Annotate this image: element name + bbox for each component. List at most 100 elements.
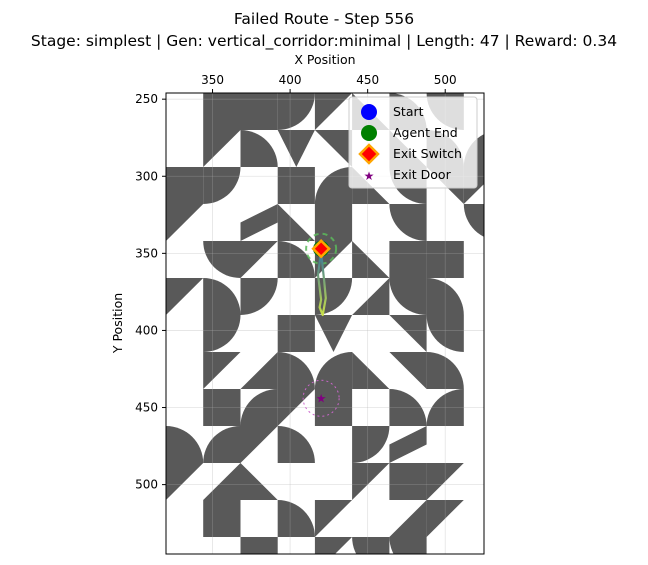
route-marks: ★ (302, 232, 340, 417)
maze-wall-tile (538, 204, 575, 241)
maze-wall-tile (277, 389, 315, 426)
maze-wall-tile (314, 315, 353, 352)
maze-wall-tile (389, 500, 427, 537)
maze-wall-tile (203, 425, 241, 463)
maze-wall-tile (426, 278, 464, 315)
maze-wall-tile (426, 241, 464, 278)
legend-frame (348, 96, 478, 189)
maze-wall-tile (426, 352, 464, 389)
maze-wall-tile (166, 278, 204, 315)
maze-wall-tile (576, 463, 613, 500)
maze-wall-tile (576, 130, 613, 167)
maze-wall-tile (389, 537, 427, 554)
maze-wall-tile (389, 463, 427, 500)
maze-wall-tile (613, 241, 648, 278)
legend-exit-door-marker: ★ (364, 169, 375, 183)
agent-path (316, 247, 327, 317)
legend-exit-switch-label: Exit Switch (393, 146, 462, 161)
maze-wall-tile (613, 93, 648, 130)
maze-wall-tile (240, 130, 278, 167)
maze-wall-tile (240, 241, 278, 278)
maze-wall-tile (166, 204, 204, 241)
maze-wall-tile (352, 241, 390, 278)
maze-wall-tile (426, 463, 464, 500)
maze-wall-tile (277, 352, 315, 389)
maze-wall-tile (389, 315, 427, 352)
maze-wall-tile (203, 389, 241, 426)
maze-wall-tile (240, 426, 278, 463)
legend-agent-end-label: Agent End (393, 125, 458, 140)
maze-wall-tile (576, 278, 613, 315)
maze-wall-tile (389, 204, 427, 242)
maze-wall-tile (576, 315, 613, 352)
x-tick-label: 350 (201, 73, 224, 87)
y-tick-label: 300 (135, 169, 158, 183)
y-axis-ticks: 250 300 350 400 450 500 (135, 92, 166, 492)
maze-wall-tile (538, 426, 575, 463)
maze-wall-tile (352, 537, 390, 554)
maze-wall-tile (203, 352, 241, 389)
x-axis-ticks: 350 400 450 500 (201, 73, 457, 93)
maze-wall-tile (314, 130, 353, 167)
maze-wall-tile (314, 167, 353, 204)
maze-wall-tile (426, 315, 464, 352)
maze-wall-tile (576, 93, 613, 130)
maze-wall-tile (389, 389, 427, 426)
maze-wall-tile (613, 463, 648, 500)
maze-wall-tile (203, 130, 241, 167)
maze-wall-tile (240, 204, 278, 241)
maze-wall-tile (613, 278, 648, 315)
maze-wall-tile (613, 167, 648, 204)
y-tick-label: 450 (135, 401, 158, 415)
plot-frame (165, 92, 485, 555)
maze-wall-tile (203, 463, 241, 500)
chart-subtitle: Stage: simplest | Gen: vertical_corridor… (31, 32, 617, 51)
maze-wall-tile (538, 352, 575, 389)
maze-wall-tile (240, 537, 278, 554)
maze-wall-tile (501, 93, 538, 130)
maze-wall-tile (203, 315, 241, 353)
maze-wall-tile (426, 389, 464, 426)
maze-wall-tile (576, 500, 613, 537)
maze-wall-tile (166, 426, 204, 463)
maze-wall-tile (576, 389, 613, 426)
x-tick-label: 450 (356, 73, 379, 87)
maze-wall-tile (538, 537, 575, 565)
maze-wall-tile (277, 426, 315, 463)
x-tick-label: 400 (279, 73, 302, 87)
maze-wall-tile (166, 167, 204, 204)
maze-wall-tile (277, 500, 315, 537)
legend-exit-door-label: Exit Door (393, 167, 452, 182)
maze-wall-tile (538, 93, 575, 130)
maze-wall-tile (203, 241, 241, 279)
maze-wall-tile (426, 500, 464, 537)
exit-switch-marker (311, 238, 331, 259)
maze-wall-tile (613, 500, 648, 537)
legend-agent-end-marker (361, 125, 377, 141)
maze-wall-tile (389, 241, 427, 278)
maze-wall-tile (389, 426, 427, 463)
maze-wall-tile (389, 278, 427, 315)
maze-wall-tile (240, 93, 278, 130)
maze-wall-tile (314, 93, 353, 130)
y-tick-label: 250 (135, 92, 158, 106)
maze-wall-tile (277, 315, 315, 352)
maze-wall-tile (352, 426, 390, 464)
y-tick-label: 500 (135, 478, 158, 492)
maze-wall-tile (613, 537, 648, 565)
maze-wall-tile (203, 167, 241, 205)
x-tick-label: 500 (434, 73, 457, 87)
legend-exit-switch-marker (358, 143, 380, 165)
maze-wall-tile (389, 352, 427, 389)
maze-wall-tile (166, 463, 204, 500)
maze-wall-tile (240, 389, 278, 426)
maze-wall-tile (501, 167, 538, 204)
maze-wall-tile (203, 500, 241, 537)
maze-wall-tile (352, 278, 390, 315)
maze-wall-tile (352, 463, 390, 500)
maze-wall-tile (203, 93, 241, 130)
maze-wall-tile (352, 352, 390, 389)
switch-activation-radius (305, 232, 338, 265)
maze-wall-tile (314, 500, 353, 537)
chart-title: Failed Route - Step 556 (234, 10, 414, 28)
